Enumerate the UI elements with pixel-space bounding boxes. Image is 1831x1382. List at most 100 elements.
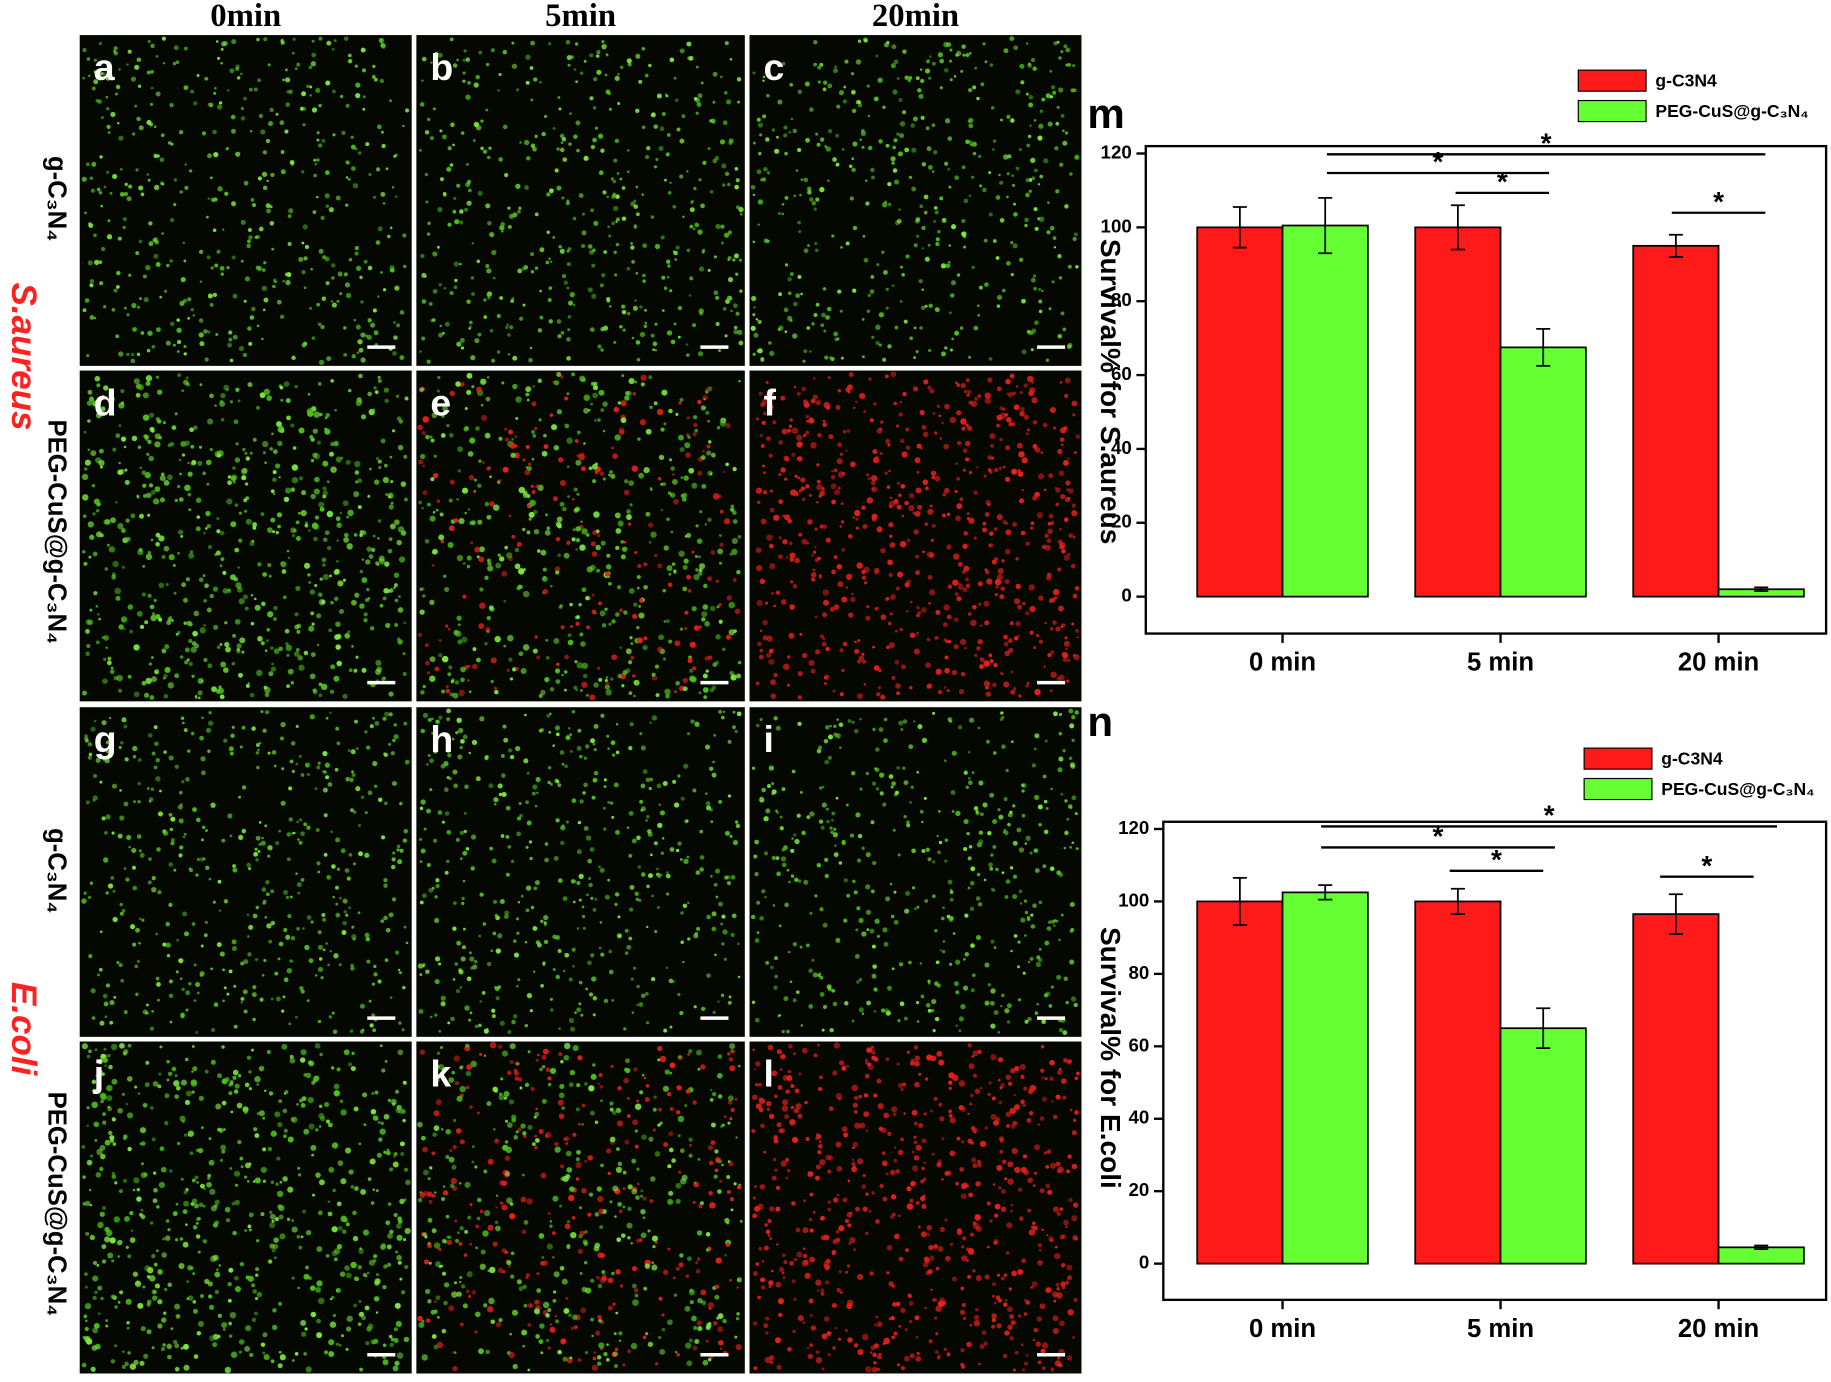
cell — [134, 65, 139, 70]
cell — [948, 720, 950, 722]
cell — [733, 711, 736, 714]
cell — [600, 471, 604, 475]
cell — [1003, 48, 1008, 53]
cell — [419, 838, 422, 841]
cell — [213, 625, 218, 630]
cell — [1037, 135, 1042, 140]
cell — [621, 374, 624, 377]
cell — [929, 55, 931, 57]
cell — [295, 586, 300, 591]
cell — [220, 266, 225, 271]
cell — [442, 332, 445, 335]
cell — [179, 473, 182, 476]
cell — [483, 150, 487, 154]
cell — [120, 979, 124, 983]
cell — [269, 575, 272, 578]
cell — [312, 622, 315, 625]
cell — [296, 725, 299, 728]
cell — [913, 117, 918, 122]
cell — [671, 531, 674, 534]
cell — [229, 68, 234, 73]
cell — [342, 921, 347, 926]
cell — [762, 620, 767, 625]
cell — [673, 251, 678, 256]
cell — [334, 634, 340, 640]
cell — [315, 88, 320, 93]
cell — [374, 479, 379, 484]
cell — [961, 231, 966, 236]
cell — [1034, 447, 1037, 450]
cell — [763, 471, 766, 474]
cell — [752, 313, 755, 316]
cell — [333, 676, 339, 682]
cell — [965, 577, 969, 581]
cell — [550, 261, 552, 263]
cell — [163, 831, 168, 836]
cell — [567, 262, 571, 266]
cell — [990, 988, 995, 993]
cell — [137, 611, 143, 617]
cell — [432, 252, 437, 257]
cell — [854, 510, 860, 516]
cell — [292, 770, 295, 773]
cell — [1017, 605, 1022, 610]
cell — [495, 798, 499, 802]
cell — [134, 965, 138, 969]
cell — [984, 879, 987, 882]
cell — [618, 521, 624, 527]
cell — [519, 802, 522, 805]
cell — [175, 765, 179, 769]
cell — [529, 857, 532, 860]
cell — [420, 102, 425, 107]
cell — [835, 134, 839, 138]
cell — [770, 489, 773, 492]
cell — [968, 856, 972, 860]
cell — [188, 553, 194, 559]
cell — [101, 116, 104, 119]
cell — [1032, 763, 1036, 767]
cell — [139, 297, 142, 300]
cell — [207, 330, 210, 333]
cell — [88, 742, 92, 746]
cell — [116, 285, 120, 289]
cell — [1005, 413, 1009, 417]
cell — [208, 545, 212, 549]
cell — [819, 786, 822, 789]
cell — [1048, 473, 1053, 478]
cell — [573, 528, 576, 531]
cell — [719, 562, 722, 565]
cell — [419, 587, 423, 591]
cell — [892, 284, 895, 287]
cell — [210, 802, 215, 807]
cell — [89, 535, 94, 540]
cell — [1067, 457, 1069, 459]
cell — [635, 109, 639, 113]
cell — [378, 798, 382, 802]
cell — [329, 207, 334, 212]
cell — [98, 618, 101, 621]
cell — [713, 734, 716, 737]
cell — [680, 940, 684, 944]
cell — [217, 250, 221, 254]
cell — [1017, 469, 1020, 472]
cell — [575, 622, 579, 626]
cell — [390, 523, 396, 529]
cell — [354, 319, 356, 321]
cell — [1011, 469, 1017, 475]
cell — [119, 746, 122, 749]
cell — [766, 94, 770, 98]
cell — [118, 136, 123, 141]
cell — [553, 968, 556, 971]
cell — [468, 665, 470, 667]
cell — [433, 107, 436, 110]
cell — [581, 682, 587, 688]
cell — [568, 633, 572, 637]
cell — [188, 982, 191, 985]
cell — [325, 775, 329, 779]
cell — [354, 461, 360, 467]
cell — [155, 933, 158, 936]
cell — [680, 858, 683, 861]
cell — [872, 646, 875, 649]
cell — [1053, 427, 1056, 430]
cell — [357, 478, 362, 483]
